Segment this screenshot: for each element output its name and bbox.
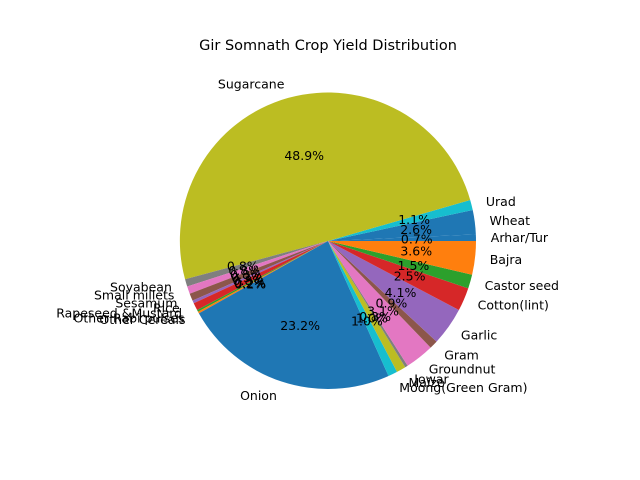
pie-slices (179, 92, 476, 390)
category-label-rice: Rice (153, 301, 180, 316)
percent-label-rapeseed-mustard: 0.8% (233, 273, 265, 288)
pie-slice-small-millets (187, 241, 328, 294)
pie-slice-maize (328, 241, 406, 372)
category-label-other-rabi-pulses: Other Rabi pulses (74, 310, 185, 325)
percent-label-arhar-tur: 0.7% (401, 232, 433, 247)
percent-label-cotton-lint: 2.5% (394, 269, 426, 284)
category-label-gram: Gram (444, 348, 479, 363)
pie-slice-gram (328, 241, 437, 348)
percent-label-jowar: 0.3% (359, 309, 391, 324)
percent-label-bajra: 3.6% (400, 244, 432, 259)
category-labels: Arhar/Tur Wheat Urad Sugarcane SoyabeanSmall… (56, 77, 559, 403)
percent-label-other-cereals: 0.2% (234, 276, 266, 291)
percent-label-sugarcane: 48.9% (284, 148, 324, 163)
category-label-arhar-tur: Arhar/Tur (491, 230, 549, 245)
category-label-soyabean: Soyabean (110, 280, 172, 295)
percent-label-gram: 0.9% (376, 296, 408, 311)
pie-slice-bajra (328, 241, 476, 275)
pie-slice-sugarcane (179, 92, 471, 280)
chart-title: Gir Somnath Crop Yield Distribution (199, 38, 457, 54)
category-label-rapeseed-mustard: Rapeseed &Mustard (56, 306, 182, 321)
percent-label-small-millets: 0.8% (228, 263, 260, 278)
category-label-onion: Onion (240, 388, 277, 403)
pie-slice-groundnut (328, 241, 431, 366)
pie-slice-other-cereals (197, 241, 328, 314)
category-label-garlic: Garlic (461, 328, 497, 343)
percent-label-rice: 0.3% (231, 270, 263, 285)
category-label-sugarcane: Sugarcane (218, 77, 285, 92)
percent-label-other-rabi-pulses: 0.2% (234, 275, 266, 290)
category-label-cotton-lint: Cotton(lint) (478, 298, 549, 313)
percent-label-maize: 1.0% (356, 311, 388, 326)
pie-slice-garlic (328, 241, 459, 342)
pie-slice-other-rabi-pulses (197, 241, 328, 312)
percent-label-garlic: 4.1% (385, 285, 417, 300)
pie-slice-moong-green-gram (328, 241, 398, 377)
percent-labels: 0.7%2.6%1.1%48.9%0.8%0.8%0.8%0.3%0.8%0.2… (227, 148, 433, 333)
category-label-bajra: Bajra (490, 252, 523, 267)
pie-slice-soyabean (185, 241, 328, 287)
percent-label-onion: 23.2% (280, 318, 320, 333)
pie-slice-arhar-tur (328, 234, 476, 241)
pie-slice-jowar (328, 241, 408, 368)
pie-slice-rapeseed-mustard (193, 241, 328, 311)
category-label-moong-green-gram: Moong(Green Gram) (399, 380, 527, 395)
pie-slice-rice (192, 241, 328, 304)
percent-label-urad: 1.1% (398, 212, 430, 227)
category-label-sesamum: Sesamum (115, 295, 177, 310)
category-label-small-millets: Small millets (94, 288, 174, 303)
category-label-jowar: Jowar (413, 372, 449, 387)
category-label-other-cereals: Other Cereals (99, 312, 185, 327)
percent-label-moong-green-gram: 1.0% (351, 313, 383, 328)
percent-label-groundnut: 3.1% (367, 303, 399, 318)
percent-label-wheat: 2.6% (400, 222, 432, 237)
pie-slice-sesamum (189, 241, 328, 301)
category-label-groundnut: Groundnut (429, 361, 496, 376)
category-label-wheat: Wheat (490, 213, 531, 228)
percent-label-castor-seed: 1.5% (398, 258, 430, 273)
pie-slice-castor-seed (328, 241, 473, 289)
category-label-urad: Urad (486, 194, 516, 209)
pie-slice-cotton-lint (328, 241, 469, 311)
category-label-maize: Maize (409, 375, 445, 390)
pie-slice-onion (198, 241, 389, 390)
pie-slice-wheat (328, 210, 476, 241)
percent-label-sesamum: 0.8% (230, 267, 262, 282)
percent-label-soyabean: 0.8% (227, 259, 259, 274)
pie-slice-urad (328, 199, 473, 241)
category-label-castor-seed: Castor seed (485, 278, 559, 293)
